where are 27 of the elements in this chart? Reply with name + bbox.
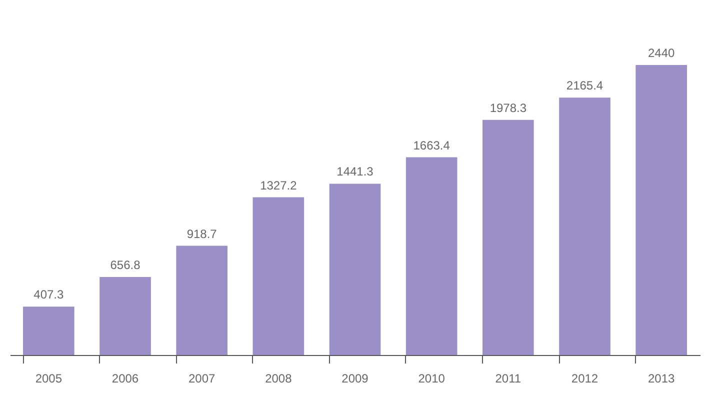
x-tick-label: 2005 — [35, 372, 62, 386]
data-label: 656.8 — [110, 258, 141, 272]
data-label: 407.3 — [34, 288, 64, 302]
data-label: 1441.3 — [336, 164, 374, 179]
data-label: 1663.4 — [413, 138, 450, 152]
bar — [406, 157, 458, 355]
bar — [100, 276, 151, 355]
x-tick-label: 2007 — [188, 372, 216, 386]
data-label: 1978.3 — [490, 100, 527, 115]
data-label: 2440 — [648, 46, 675, 60]
x-tick-label: 2013 — [648, 372, 675, 386]
x-tick-label: 2009 — [342, 372, 369, 386]
data-label: 1327.2 — [260, 178, 298, 192]
bar — [482, 120, 534, 355]
bar — [252, 197, 304, 355]
data-label: 918.7 — [186, 226, 218, 241]
x-tick-label: 2008 — [265, 372, 292, 386]
x-tick-label: 2011 — [495, 372, 522, 386]
bar — [559, 98, 610, 355]
bar — [23, 306, 74, 355]
x-tick-label: 2012 — [571, 372, 598, 386]
x-tick-label: 2006 — [112, 372, 139, 386]
data-label: 2165.4 — [566, 78, 604, 93]
x-tick-label: 2010 — [418, 372, 446, 386]
bar — [636, 65, 687, 355]
bar — [329, 184, 381, 355]
bar — [176, 246, 228, 355]
